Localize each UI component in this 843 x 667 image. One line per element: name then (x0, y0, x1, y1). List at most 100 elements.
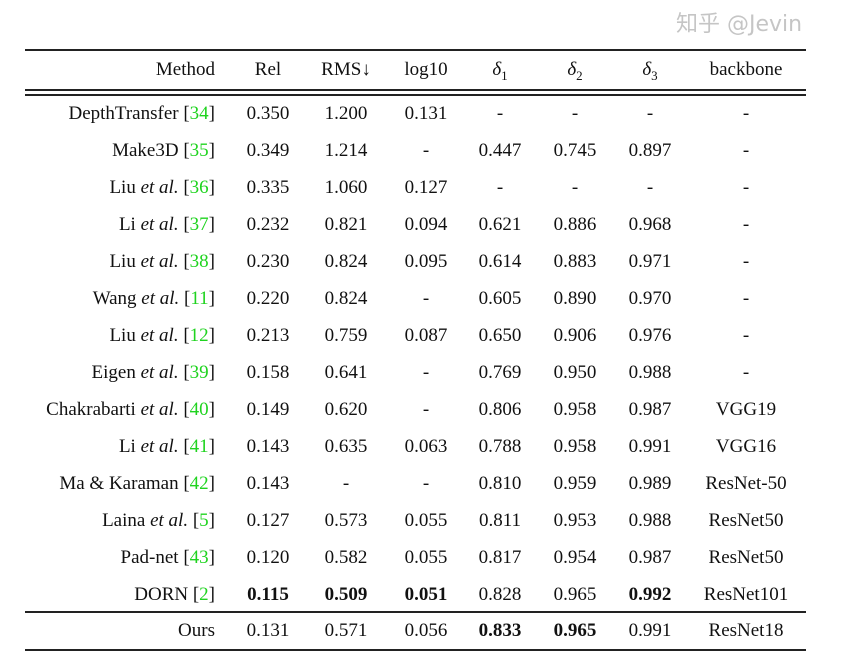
et-al: et al. (140, 251, 179, 272)
value-cell: 0.989 (628, 473, 672, 494)
method-name: Li (118, 214, 136, 235)
method-cell: Liu et al. [12] (109, 325, 215, 346)
value-cell: 0.131 (246, 620, 290, 641)
value-cell: 0.821 (324, 214, 368, 235)
value-cell: 0.965 (553, 584, 597, 605)
column-header: Method (155, 59, 215, 80)
table-row: Liu et al. [38] 0.230 0.824 0.095 0.614 0.883… (0, 250, 843, 274)
value-cell: 0.890 (553, 288, 597, 309)
citation[interactable]: 41 (189, 436, 209, 457)
method-name: Pad-net (120, 547, 179, 568)
et-al: et al. (140, 214, 179, 235)
value-cell: 0.131 (404, 103, 448, 124)
method-name: Ma & Karaman (59, 473, 179, 494)
et-al: et al. (140, 362, 179, 383)
value-cell: 1.060 (324, 177, 368, 198)
method-name: Liu (109, 325, 136, 346)
value-cell: 0.143 (246, 473, 290, 494)
value-cell: 0.349 (246, 140, 290, 161)
value-cell: 0.232 (246, 214, 290, 235)
method-cell: Liu et al. [38] (109, 251, 215, 272)
bottom-rule (25, 649, 806, 651)
value-cell: 0.220 (246, 288, 290, 309)
value-cell: 0.824 (324, 288, 368, 309)
value-cell: 0.614 (478, 251, 522, 272)
citation[interactable]: 11 (190, 288, 209, 309)
table-row: DepthTransfer [34] 0.350 1.200 0.131 - - - - (0, 102, 843, 126)
value-cell: 0.120 (246, 547, 290, 568)
table-row: DORN [2] 0.115 0.509 0.051 0.828 0.965 0.992 Re… (0, 583, 843, 607)
column-header: Rel (254, 59, 282, 80)
value-cell: 0.582 (324, 547, 368, 568)
et-al: et al. (141, 288, 180, 309)
delta-symbol: δ (492, 59, 502, 80)
value-cell: - (646, 177, 654, 198)
value-cell: 0.897 (628, 140, 672, 161)
value-cell: - (422, 362, 430, 383)
method-name: Chakrabarti (46, 399, 136, 420)
value-cell: 0.573 (324, 510, 368, 531)
value-cell: 0.811 (478, 510, 522, 531)
value-cell: 0.127 (404, 177, 448, 198)
method-cell: Ours (178, 619, 215, 643)
method-name: DepthTransfer (68, 103, 179, 124)
citation[interactable]: 36 (189, 177, 209, 198)
citation[interactable]: 37 (189, 214, 209, 235)
value-cell: 0.991 (628, 620, 672, 641)
citation[interactable]: 42 (189, 473, 209, 494)
header-rule-2 (25, 94, 806, 96)
method-cell: Li et al. [37] (118, 214, 215, 235)
citation[interactable]: 2 (199, 584, 209, 605)
value-cell: 0.954 (553, 547, 597, 568)
value-cell: - (742, 177, 750, 198)
value-cell: 0.958 (553, 399, 597, 420)
value-cell: - (742, 140, 750, 161)
value-cell: 0.447 (478, 140, 522, 161)
value-cell: 0.824 (324, 251, 368, 272)
delta-symbol: δ (567, 59, 577, 80)
value-cell: 0.158 (246, 362, 290, 383)
value-cell: ResNet50 (708, 547, 784, 568)
method-cell: Pad-net [43] (120, 547, 215, 568)
value-cell: 0.992 (628, 584, 672, 605)
citation[interactable]: 40 (189, 399, 209, 420)
method-name: Make3D (112, 140, 179, 161)
column-header: δ3 (642, 58, 657, 88)
citation[interactable]: 12 (189, 325, 209, 346)
citation[interactable]: 35 (189, 140, 209, 161)
value-cell: ResNet50 (708, 510, 784, 531)
value-cell: 0.950 (553, 362, 597, 383)
method-cell: Wang et al. [11] (92, 288, 215, 309)
value-cell: VGG19 (715, 399, 777, 420)
value-cell: - (646, 103, 654, 124)
method-cell: DORN [2] (134, 584, 215, 605)
et-al: et al. (140, 177, 179, 198)
citation[interactable]: 34 (189, 103, 209, 124)
citation[interactable]: 43 (189, 547, 209, 568)
value-cell: 0.055 (404, 510, 448, 531)
value-cell: 0.991 (628, 436, 672, 457)
citation[interactable]: 39 (189, 362, 209, 383)
column-header: δ1 (492, 58, 507, 88)
value-cell: - (571, 103, 579, 124)
value-cell: - (742, 362, 750, 383)
value-cell: 0.605 (478, 288, 522, 309)
citation[interactable]: 5 (199, 510, 209, 531)
table-row: Ours 0.131 0.571 0.056 0.833 0.965 0.991 ResNet… (0, 619, 843, 643)
header-row: Method Rel RMS↓ log10 δ1 δ2 δ3 backbone (0, 58, 843, 83)
value-cell: 0.055 (404, 547, 448, 568)
citation[interactable]: 38 (189, 251, 209, 272)
value-cell: 0.509 (324, 584, 368, 605)
value-cell: - (742, 288, 750, 309)
ours-separator-rule (25, 611, 806, 613)
method-cell: Eigen et al. [39] (91, 362, 215, 383)
value-cell: 1.214 (324, 140, 368, 161)
value-cell: 0.971 (628, 251, 672, 272)
value-cell: 0.883 (553, 251, 597, 272)
method-name: Ours (178, 620, 215, 641)
value-cell: 0.970 (628, 288, 672, 309)
value-cell: 0.828 (478, 584, 522, 605)
delta-subscript: 2 (576, 67, 583, 83)
column-header: log10 (404, 59, 448, 80)
value-cell: 0.953 (553, 510, 597, 531)
